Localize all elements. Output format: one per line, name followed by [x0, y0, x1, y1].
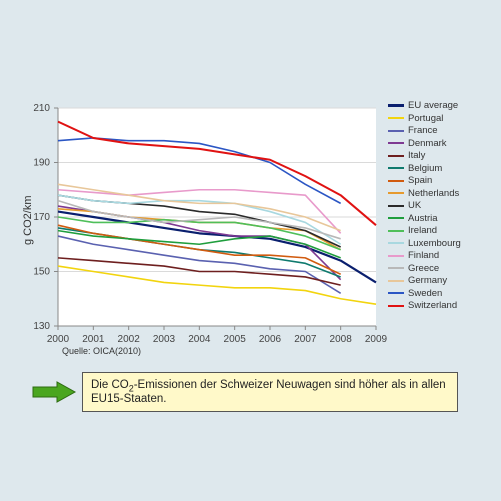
legend-swatch: [388, 117, 404, 119]
callout-text: Die CO2-Emissionen der Schweizer Neuwage…: [91, 379, 446, 405]
legend-label: Spain: [408, 175, 432, 186]
legend-label: Germany: [408, 275, 447, 286]
svg-text:130: 130: [33, 321, 50, 332]
legend-swatch: [388, 180, 404, 182]
svg-text:170: 170: [33, 212, 50, 223]
legend-item: Greece: [388, 263, 461, 274]
legend-label: EU average: [408, 100, 458, 111]
arrow-icon: [31, 380, 77, 404]
legend-label: Portugal: [408, 113, 443, 124]
legend-item: Luxembourg: [388, 238, 461, 249]
svg-text:2003: 2003: [153, 334, 176, 345]
legend-item: UK: [388, 200, 461, 211]
legend-swatch: [388, 205, 404, 207]
y-axis-label: g CO2/km: [22, 195, 34, 245]
legend-label: Luxembourg: [408, 238, 461, 249]
legend-label: Belgium: [408, 163, 442, 174]
legend-swatch: [388, 267, 404, 269]
legend-label: Italy: [408, 150, 425, 161]
legend-swatch: [388, 217, 404, 219]
legend-item: Denmark: [388, 138, 461, 149]
legend-label: Greece: [408, 263, 439, 274]
svg-text:2009: 2009: [365, 334, 388, 345]
legend-swatch: [388, 130, 404, 132]
legend-item: Belgium: [388, 163, 461, 174]
svg-text:2007: 2007: [294, 334, 317, 345]
legend-swatch: [388, 305, 404, 307]
legend-swatch: [388, 155, 404, 157]
legend-swatch: [388, 167, 404, 169]
svg-text:2000: 2000: [47, 334, 70, 345]
legend-label: Sweden: [408, 288, 442, 299]
legend-swatch: [388, 142, 404, 144]
legend-swatch: [388, 242, 404, 244]
svg-text:2005: 2005: [224, 334, 247, 345]
legend-swatch: [388, 230, 404, 232]
legend-item: Spain: [388, 175, 461, 186]
source-text: Quelle: OICA(2010): [62, 346, 141, 356]
legend-item: Austria: [388, 213, 461, 224]
legend-label: Austria: [408, 213, 438, 224]
legend-label: France: [408, 125, 438, 136]
legend-label: Denmark: [408, 138, 447, 149]
svg-text:190: 190: [33, 158, 50, 169]
legend-item: EU average: [388, 100, 461, 111]
legend-label: Netherlands: [408, 188, 459, 199]
legend-item: Portugal: [388, 113, 461, 124]
legend-swatch: [388, 292, 404, 294]
legend-item: Ireland: [388, 225, 461, 236]
svg-text:150: 150: [33, 267, 50, 278]
legend-label: UK: [408, 200, 421, 211]
svg-text:2002: 2002: [118, 334, 141, 345]
legend-swatch: [388, 255, 404, 257]
svg-text:2008: 2008: [330, 334, 353, 345]
legend-item: Netherlands: [388, 188, 461, 199]
legend-label: Switzerland: [408, 300, 457, 311]
legend-item: Italy: [388, 150, 461, 161]
svg-text:2006: 2006: [259, 334, 282, 345]
legend: EU average PortugalFrance DenmarkItaly Belg…: [388, 100, 461, 313]
svg-text:2004: 2004: [188, 334, 211, 345]
series-switzerland: [58, 122, 376, 226]
legend-item: France: [388, 125, 461, 136]
legend-item: Sweden: [388, 288, 461, 299]
legend-swatch: [388, 280, 404, 282]
legend-swatch: [388, 104, 404, 106]
callout-box: Die CO2-Emissionen der Schweizer Neuwage…: [82, 372, 458, 412]
legend-item: Finland: [388, 250, 461, 261]
legend-label: Ireland: [408, 225, 437, 236]
svg-text:210: 210: [33, 103, 50, 114]
legend-label: Finland: [408, 250, 439, 261]
series-germany: [58, 184, 341, 230]
svg-text:2001: 2001: [82, 334, 105, 345]
legend-swatch: [388, 192, 404, 194]
legend-item: Germany: [388, 275, 461, 286]
legend-item: Switzerland: [388, 300, 461, 311]
